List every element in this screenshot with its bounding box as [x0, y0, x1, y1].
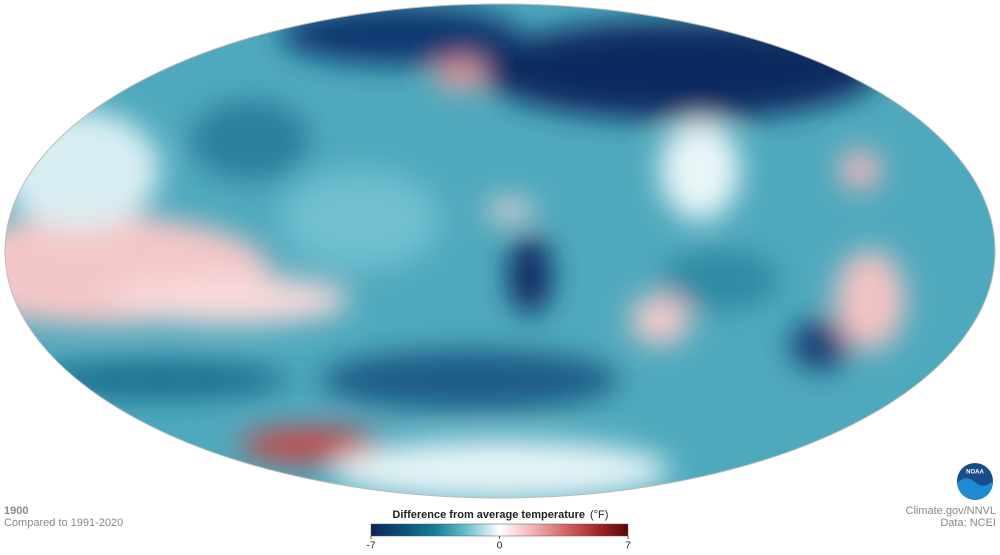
- legend-title: Difference from average temperature: [392, 509, 585, 521]
- globe-outline: [4, 3, 996, 499]
- year: 1900: [4, 505, 28, 517]
- color-ticks: -7 0 7: [367, 536, 631, 552]
- baseline: Compared to 1991-2020: [4, 517, 123, 529]
- legend-unit: (°F): [590, 509, 608, 521]
- tick-label: 7: [625, 541, 631, 552]
- data-credit: Data: NCEI: [940, 517, 996, 529]
- noaa-logo: NOAA: [957, 463, 994, 501]
- tick-label: 0: [497, 541, 503, 552]
- source: Climate.gov/NNVL: [906, 505, 996, 517]
- tick-label: -7: [367, 541, 376, 552]
- logo-text: NOAA: [966, 470, 984, 476]
- color-bar: [370, 523, 629, 537]
